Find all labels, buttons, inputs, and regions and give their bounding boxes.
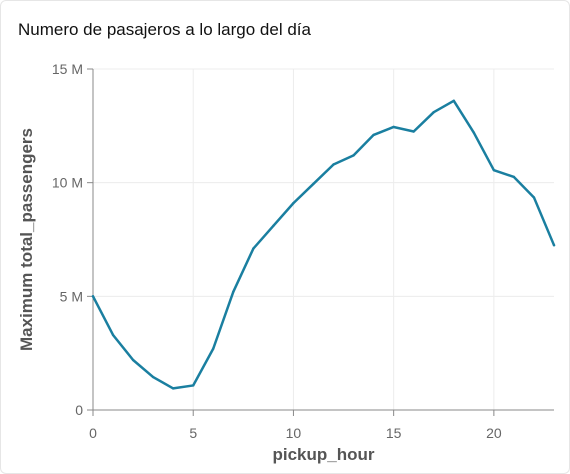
chart-title: Numero de pasajeros a lo largo del día <box>18 20 311 39</box>
data-point <box>131 358 135 362</box>
data-point <box>512 175 516 179</box>
data-point <box>552 243 556 247</box>
data-point <box>192 384 195 387</box>
data-point <box>111 333 115 337</box>
data-point <box>151 375 155 379</box>
data-point <box>472 131 476 134</box>
data-point <box>492 168 496 172</box>
data-point <box>232 290 235 293</box>
data-point <box>372 133 375 137</box>
data-point <box>272 224 275 228</box>
data-point <box>432 110 435 114</box>
x-axis-title: pickup_hour <box>272 445 374 464</box>
x-tick-label: 5 <box>189 425 197 441</box>
y-tick-label: 0 <box>75 402 83 418</box>
x-tick-label: 10 <box>286 425 302 441</box>
y-tick-label: 5 M <box>60 288 83 304</box>
data-point <box>352 154 355 157</box>
y-tick-label: 10 M <box>52 175 83 191</box>
x-tick-label: 15 <box>386 425 402 441</box>
data-point <box>392 125 395 129</box>
data-point <box>412 130 415 133</box>
data-point <box>252 247 255 250</box>
x-tick-label: 0 <box>89 425 97 441</box>
x-tick-label: 20 <box>486 425 502 441</box>
y-axis-title: Maximum total_passengers <box>17 128 36 351</box>
data-point <box>312 182 315 186</box>
data-point <box>452 99 455 103</box>
data-point <box>292 201 295 205</box>
data-point <box>91 295 95 298</box>
data-point <box>171 387 175 390</box>
data-point <box>532 196 536 199</box>
data-point <box>332 163 335 166</box>
series-line <box>91 99 556 390</box>
data-point <box>212 347 215 350</box>
y-tick-label: 15 M <box>52 61 83 77</box>
